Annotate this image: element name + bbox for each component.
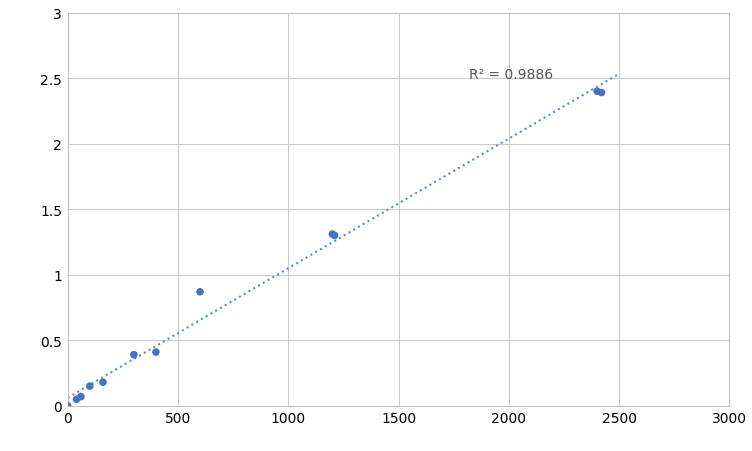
Point [75, 393, 87, 400]
Point [591, 88, 603, 96]
Point [71, 396, 83, 403]
Point [97, 379, 109, 386]
Point [128, 351, 140, 359]
Point [83, 382, 96, 390]
Point [329, 232, 341, 239]
Point [62, 402, 74, 410]
Point [194, 289, 206, 296]
Text: R² = 0.9886: R² = 0.9886 [469, 68, 553, 82]
Point [326, 231, 338, 238]
Point [150, 349, 162, 356]
Point [596, 90, 608, 97]
